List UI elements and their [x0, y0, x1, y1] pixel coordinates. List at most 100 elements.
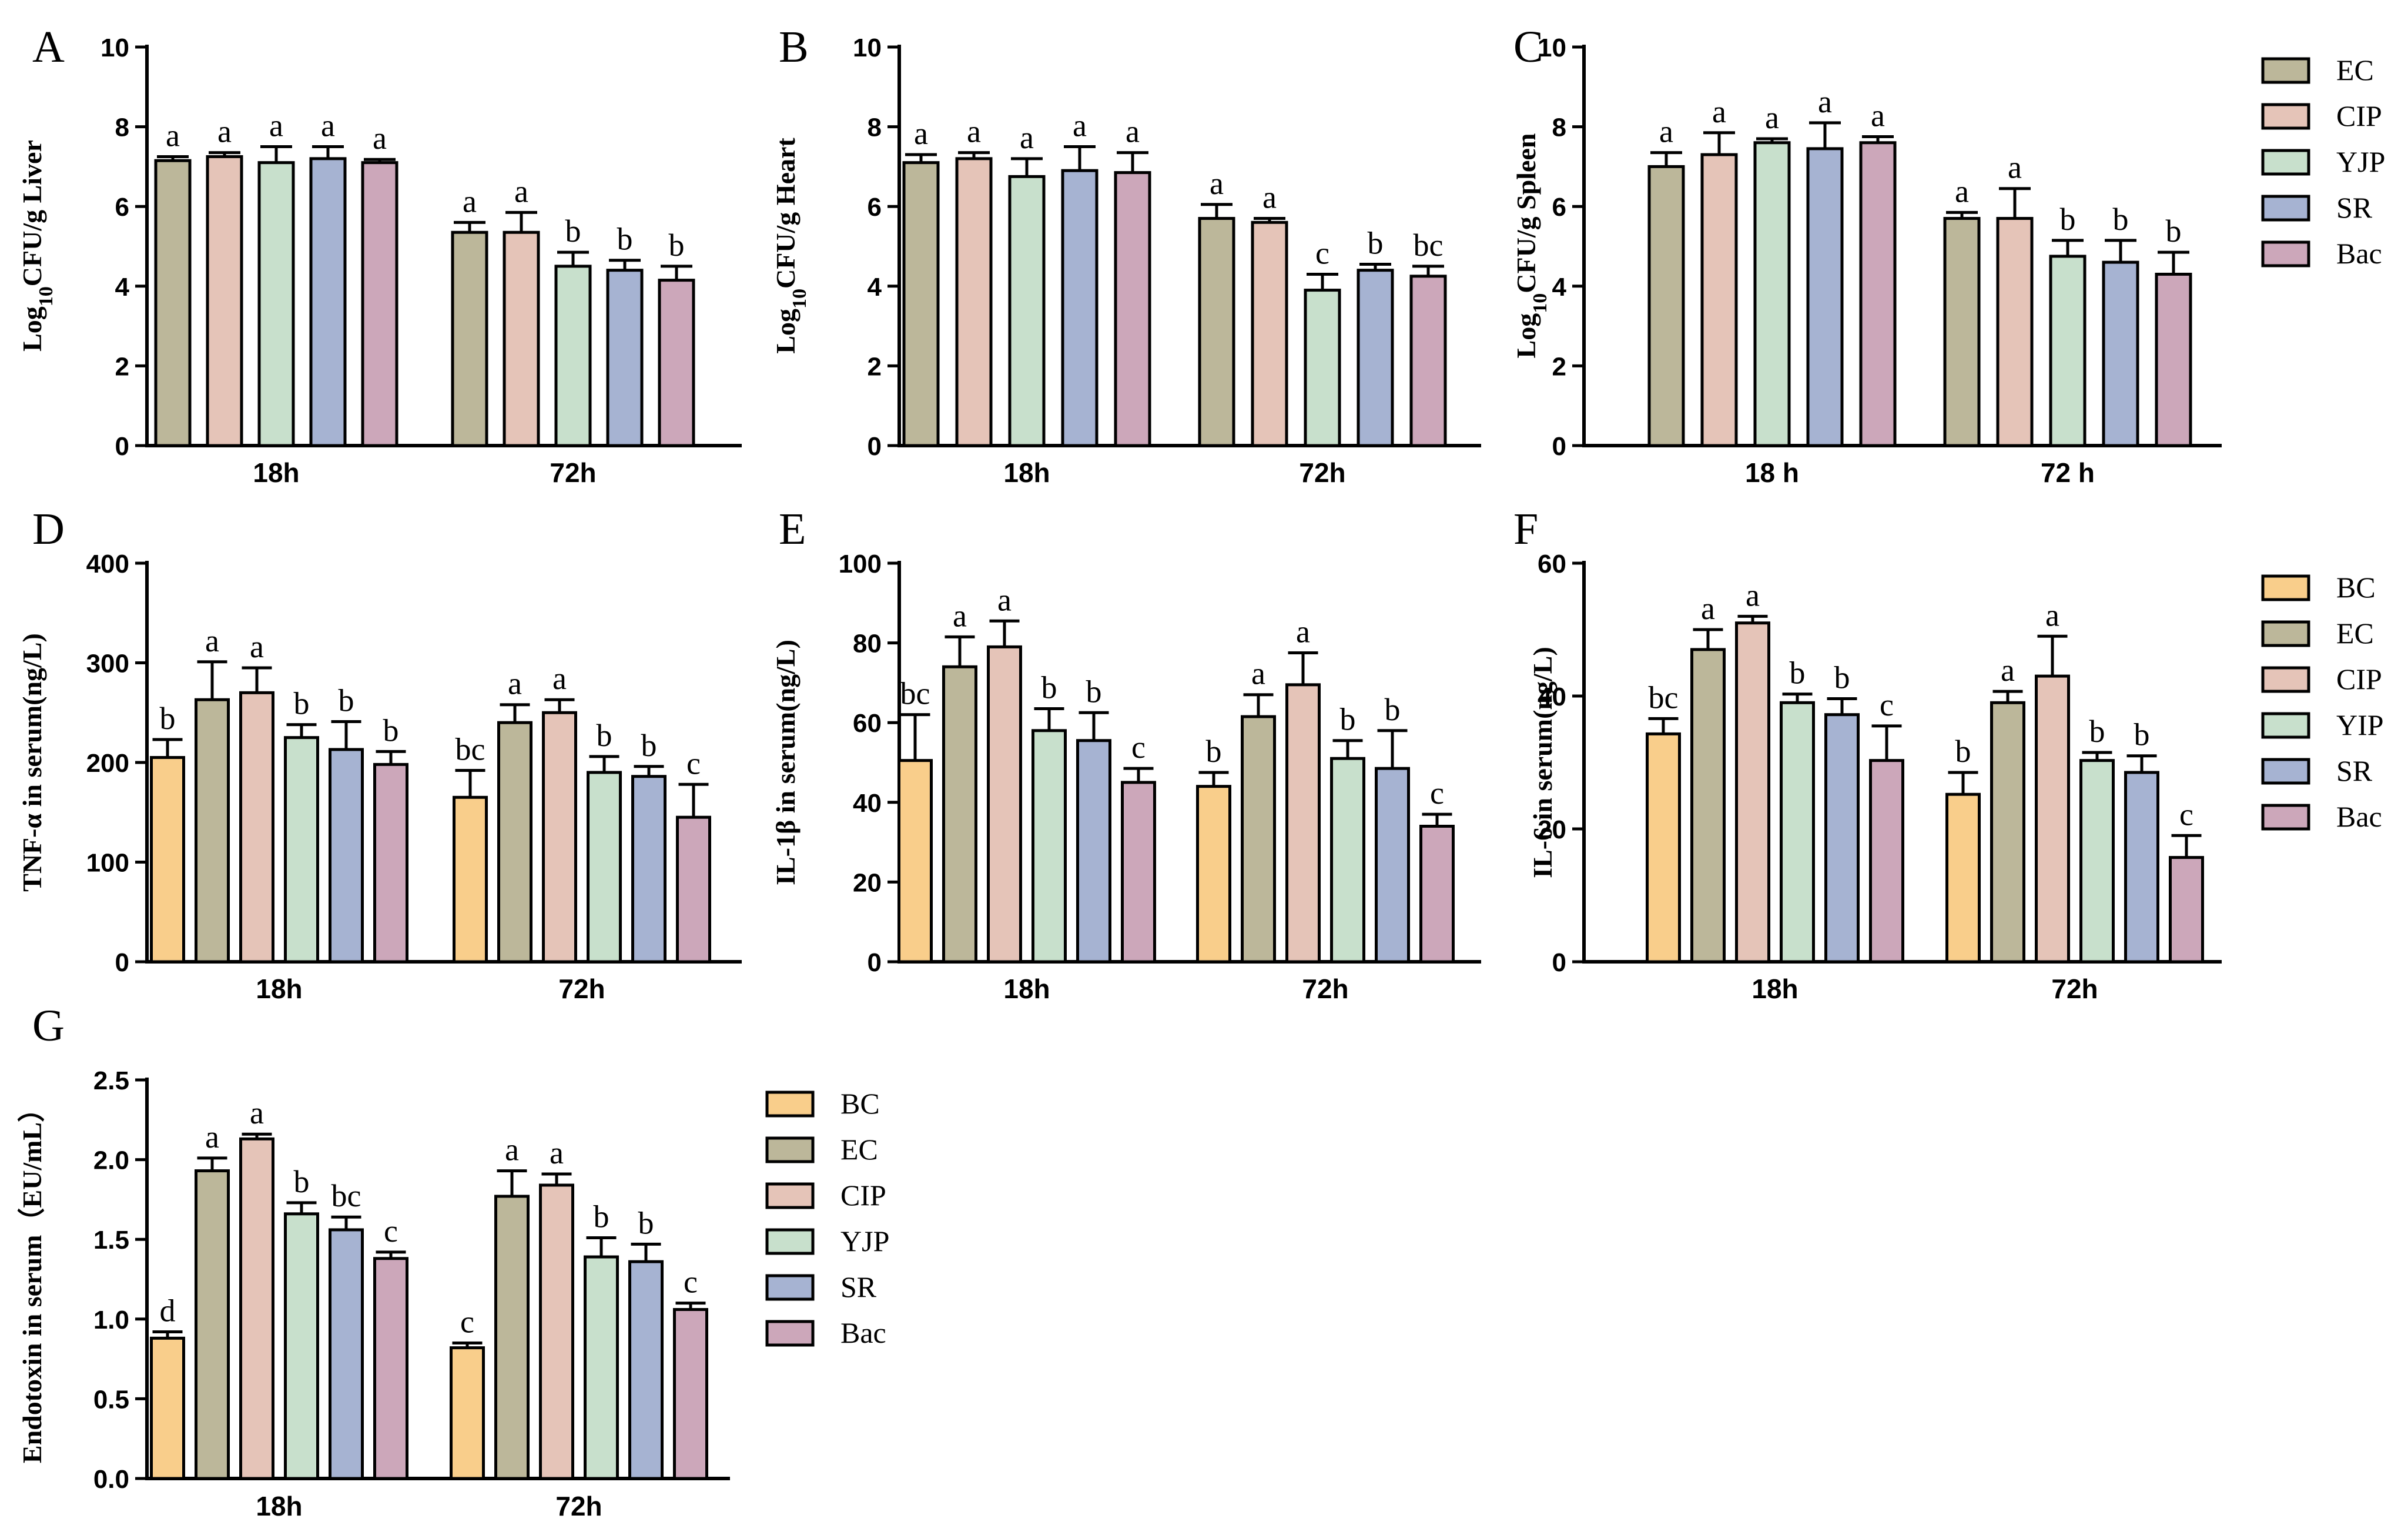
bar-sr: [309, 157, 347, 447]
bar-bc: [150, 1336, 185, 1480]
y-tick-label: 100: [86, 849, 129, 878]
significance-letter: a: [373, 121, 387, 156]
bar-ec: [195, 698, 230, 964]
significance-letter: b: [597, 718, 612, 753]
legend-swatch-cip: [2261, 103, 2310, 130]
significance-letter: b: [565, 213, 581, 249]
significance-letter: b: [594, 1199, 609, 1234]
bar-bc: [1196, 785, 1231, 964]
legend-swatch-sr: [2261, 195, 2310, 222]
significance-letter: b: [294, 1164, 310, 1199]
panel-a: A Log10CFU/g Liver 0 2 4 6 8 10 a a a a a b a b a b 18h 72h: [17, 22, 742, 488]
significance-letter: a: [1126, 114, 1140, 149]
significance-letter: a: [1765, 100, 1779, 135]
significance-letter: a: [953, 598, 967, 633]
bar-bac: [1419, 824, 1455, 964]
legend-swatch-bc: [765, 1091, 815, 1118]
legend-label: SR: [2336, 191, 2373, 224]
significance-letter: a: [514, 173, 528, 209]
bar-bc: [1646, 732, 1681, 964]
significance-letter: a: [269, 108, 283, 143]
significance-letter: c: [1315, 235, 1329, 270]
legend-swatch-sr: [2261, 758, 2310, 785]
x-category-label: 18h: [1003, 974, 1050, 1004]
significance-letter: c: [686, 745, 701, 781]
y-tick-label: 0: [115, 948, 129, 977]
y-tick-label: 0.0: [93, 1465, 129, 1494]
significance-letter: a: [1871, 98, 1885, 133]
bar-ec: [451, 230, 488, 447]
bar-ec: [942, 665, 977, 964]
y-axis-label: Log10CFU/g Heart: [771, 138, 811, 354]
bar-sr: [1806, 147, 1844, 447]
bar-ec: [195, 1169, 230, 1480]
panel-label: C: [1513, 22, 1543, 72]
bar-ec: [494, 1195, 530, 1480]
significance-letter: a: [205, 623, 219, 658]
y-tick-label: 6: [1552, 193, 1566, 222]
panel-e: EIL-1β in serum(ng/L)020406080100bcbaaaa…: [771, 504, 1481, 1004]
significance-letter: a: [2001, 653, 2015, 688]
significance-letter: a: [205, 1119, 219, 1155]
legend-swatch-bac: [765, 1320, 815, 1347]
x-category-label: 72h: [555, 1491, 602, 1521]
y-tick-label: 0: [115, 432, 129, 461]
y-tick-label: 0: [1552, 432, 1566, 461]
bar-ec: [1241, 715, 1276, 964]
bar-cip: [1251, 220, 1288, 447]
legend: EC CIP YJP SR Bac: [2261, 53, 2385, 270]
bar-sr: [1824, 713, 1860, 964]
significance-letter: a: [321, 108, 335, 143]
bar-bac: [361, 161, 398, 447]
bar-ec: [1943, 217, 1981, 447]
y-tick-label: 2.0: [93, 1146, 129, 1175]
bar-cip: [987, 645, 1022, 964]
bar-bac: [373, 762, 408, 964]
significance-letter: b: [1955, 734, 1971, 769]
significance-letter: c: [460, 1304, 474, 1339]
legend: BC EC CIP YJP SR Bac: [765, 1087, 889, 1349]
bar-yjp: [257, 161, 295, 447]
legend-swatch-ec: [2261, 620, 2310, 647]
y-tick-label: 0: [868, 948, 882, 977]
significance-letter: a: [1818, 84, 1832, 119]
y-tick-label: 2: [868, 352, 882, 381]
legend-label: BC: [2336, 571, 2376, 604]
bar-cip: [539, 1183, 574, 1480]
y-tick-label: 20: [853, 868, 882, 897]
panel-label: G: [32, 1001, 65, 1051]
legend-swatch-bac: [2261, 804, 2310, 831]
significance-letter: a: [1746, 577, 1760, 613]
bar-bc: [453, 795, 488, 964]
legend-swatch-cip: [2261, 666, 2310, 693]
bar-yjp: [1008, 175, 1046, 447]
y-tick-label: 40: [1538, 683, 1566, 711]
panel-label: B: [779, 22, 809, 72]
y-axis-label: Log10CFU/g Liver: [17, 140, 57, 352]
legend: BC EC CIP YIP SR Bac: [2261, 571, 2384, 833]
y-tick-label: 0: [868, 432, 882, 461]
legend-label: SR: [840, 1270, 877, 1303]
x-category-label: 18 h: [1745, 457, 1799, 488]
significance-letter: a: [508, 666, 522, 701]
y-tick-label: 1.5: [93, 1226, 129, 1255]
significance-letter: a: [1701, 591, 1715, 626]
bar-sr: [606, 269, 644, 447]
significance-letter: a: [1251, 656, 1265, 691]
bar-bac: [673, 1308, 708, 1480]
significance-letter: a: [217, 114, 232, 149]
significance-letter: b: [1368, 226, 1384, 261]
x-category-label: 18h: [1003, 457, 1050, 488]
bar-cip: [1735, 621, 1770, 964]
bar-cip: [1285, 683, 1321, 964]
y-tick-label: 4: [1552, 273, 1567, 302]
bar-bac: [2169, 856, 2204, 964]
legend-swatch-bac: [2261, 240, 2310, 267]
x-category-label: 72h: [558, 974, 605, 1004]
bar-ec: [154, 159, 192, 447]
legend-label: Bac: [2336, 800, 2382, 833]
y-axis-label: IL-6 in serum(ng/L): [1528, 647, 1558, 878]
bar-ec: [1690, 648, 1726, 964]
significance-letter: c: [2179, 797, 2193, 832]
y-tick-label: 2.5: [93, 1066, 129, 1095]
